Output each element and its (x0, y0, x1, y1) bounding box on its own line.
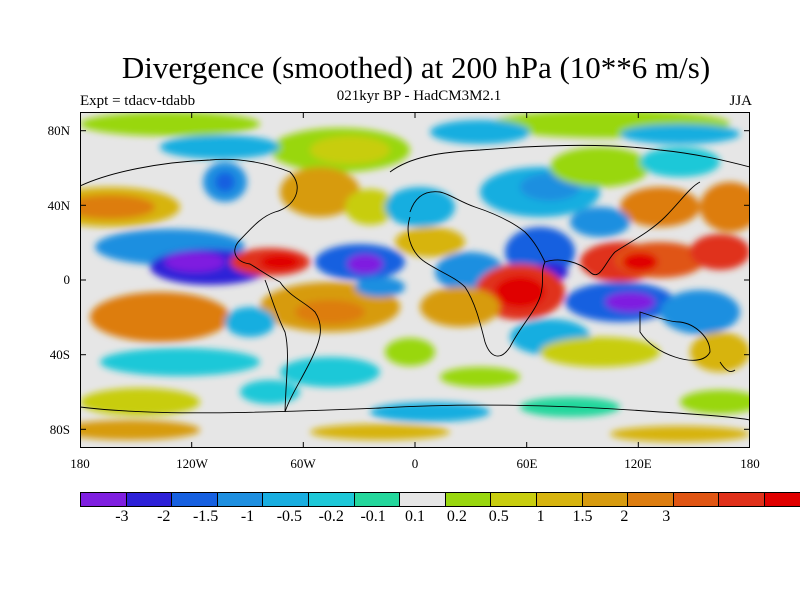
y-tick-80n: 80N (47, 123, 70, 138)
colorbar-swatch (535, 493, 582, 506)
experiment-label: Expt = tdacv-tdabb (80, 93, 196, 109)
colorbar-swatch (125, 493, 172, 506)
colorbar-label: -0.5 (276, 508, 303, 525)
colorbar-swatch (81, 493, 126, 506)
colorbar (80, 492, 800, 507)
colorbar-label: -1.5 (192, 508, 219, 525)
colorbar-label: -2 (157, 508, 171, 525)
axis-ticks (80, 112, 750, 448)
x-tick-60e: 60E (516, 456, 538, 471)
colorbar-swatch (262, 493, 308, 506)
divergence-map (80, 112, 750, 448)
colorbar-label: 0.5 (488, 508, 509, 525)
colorbar-label: 1 (536, 508, 545, 525)
y-tick-40n: 40N (47, 198, 70, 213)
colorbar-swatch (171, 493, 217, 506)
x-tick-120w: 120W (176, 456, 208, 471)
colorbar-label: -0.2 (318, 508, 344, 525)
colorbar-label: 0.1 (405, 508, 425, 525)
y-tick-0: 0 (63, 272, 71, 287)
colorbar-swatch (307, 493, 354, 506)
colorbar-swatch (444, 493, 491, 506)
colorbar-swatch (581, 493, 628, 506)
colorbar-label: 2 (620, 508, 629, 525)
y-tick-80s: 80S (49, 422, 70, 437)
y-tick-40s: 40S (49, 347, 70, 362)
divergence-field (80, 112, 750, 442)
plot-subtitle: 021kyr BP - HadCM3M2.1 (336, 88, 502, 104)
colorbar-label: -3 (115, 508, 129, 525)
colorbar-swatch (672, 493, 719, 506)
x-tick-180e: 180 (740, 456, 760, 471)
x-tick-120e: 120E (624, 456, 652, 471)
colorbar-swatch (353, 493, 400, 506)
colorbar-label: 1.5 (572, 508, 593, 525)
colorbar-label: -1 (240, 508, 255, 525)
colorbar-swatch (763, 493, 800, 506)
colorbar-swatch (718, 493, 764, 506)
coastlines (80, 144, 750, 421)
colorbar-label: 0.2 (446, 508, 467, 525)
colorbar-swatch (399, 493, 445, 506)
x-tick-0: 0 (411, 456, 419, 471)
colorbar-swatch (216, 493, 263, 506)
colorbar-label: -0.1 (360, 508, 386, 525)
colorbar-swatch (490, 493, 536, 506)
colorbar-swatch (627, 493, 673, 506)
x-tick-180w: 180 (70, 456, 90, 471)
season-label: JJA (729, 93, 752, 109)
plot-title: Divergence (smoothed) at 200 hPa (10**6 … (121, 50, 711, 85)
x-tick-60w: 60W (290, 456, 316, 471)
colorbar-label: 3 (662, 508, 671, 525)
